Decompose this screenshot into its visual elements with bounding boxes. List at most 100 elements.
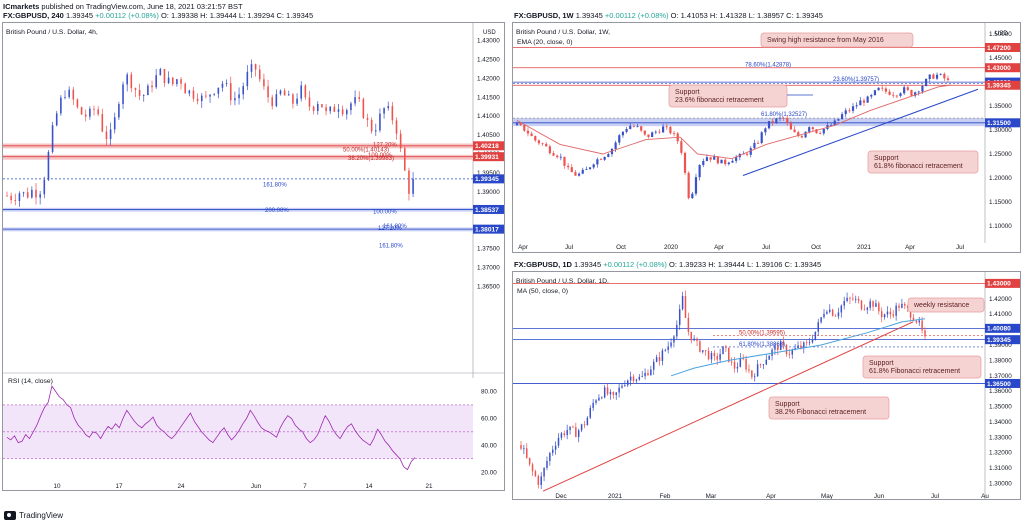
price-tag: [985, 278, 1020, 288]
candle-body: [814, 331, 817, 340]
candle-body: [583, 424, 586, 426]
candle-body: [898, 305, 900, 308]
candle-body: [698, 164, 701, 178]
candle-body: [592, 164, 595, 168]
candle-body: [577, 430, 580, 438]
candle-body: [636, 126, 639, 128]
candle-body: [113, 117, 116, 130]
candle-body: [848, 110, 851, 112]
y-tick-label: 1.41000: [477, 113, 500, 120]
y-tick-label: 1.36500: [477, 284, 500, 291]
price-tag: [985, 118, 1020, 128]
rsi-tick-label: 60.00: [481, 415, 497, 422]
candle-body: [935, 74, 939, 79]
chart-1d-panel[interactable]: British Pound / U.S. Dollar, 1D, MA (50,…: [512, 271, 1021, 500]
price-tag: [985, 323, 1020, 333]
chart-1d-svg[interactable]: 1.420001.410001.400001.390001.380001.370…: [513, 272, 1021, 500]
rsi-tick-label: 20.00: [481, 469, 497, 476]
candle-body: [325, 107, 327, 112]
rsi-line: [6, 385, 416, 471]
candle-body: [878, 303, 880, 312]
candle-body: [699, 341, 701, 352]
chart-1w-panel[interactable]: British Pound / U.S. Dollar, 1W, EMA (20…: [512, 22, 1021, 253]
annotation-text: 38.2% Fibonacci retracement: [775, 409, 866, 416]
candle-body: [43, 179, 46, 195]
candle-body: [395, 120, 398, 134]
candle-body: [846, 297, 848, 302]
candle-body: [345, 110, 348, 115]
chart-4h-svg[interactable]: 1.43000 1.42500 1.42000 1.41500 1.41000 1.405…: [3, 23, 505, 491]
candle-body: [808, 342, 811, 344]
candle-body: [751, 370, 753, 378]
x-tick-label: Jun: [874, 493, 885, 500]
candle-body: [669, 126, 672, 134]
candle-body: [753, 376, 756, 378]
candle-body: [724, 159, 727, 165]
candle-body: [650, 369, 652, 376]
candle-body: [760, 132, 763, 144]
candle-body: [192, 90, 195, 99]
candle-body: [815, 129, 818, 134]
candle-body: [881, 87, 884, 89]
candle-body: [733, 361, 736, 369]
annotation-text: 61.8% fibonacci retracement: [874, 163, 963, 170]
candle-body: [581, 169, 584, 174]
y-tick-label: 1.37000: [477, 265, 500, 272]
candle-body: [242, 86, 244, 95]
candle-body: [680, 141, 683, 153]
annotation-box: [760, 32, 914, 48]
candle-body: [687, 172, 690, 199]
candle-body: [775, 118, 778, 123]
tradingview-logo[interactable]: TradingView: [4, 511, 63, 520]
candle-body: [803, 342, 805, 349]
candle-body: [886, 311, 889, 315]
candle-body: [904, 303, 906, 306]
candle-body: [643, 130, 646, 135]
candle-body: [914, 92, 917, 96]
candle-body: [851, 106, 855, 111]
candle-body: [580, 424, 583, 431]
x-tick-label: Jul: [565, 244, 573, 251]
candle-body: [759, 364, 762, 366]
candle-body: [745, 359, 747, 370]
candle-body: [534, 136, 537, 141]
price-tag-label: 1.39345: [987, 83, 1011, 90]
annotation-text: Swing high resistance from May 2016: [767, 37, 884, 44]
candle-body: [779, 341, 782, 351]
price-tag-label: 1.40080: [987, 326, 1011, 333]
candle-body: [519, 123, 522, 126]
candle-body: [618, 387, 620, 393]
candle-body: [901, 303, 903, 308]
candle-body: [537, 140, 541, 144]
candle-body: [26, 192, 29, 198]
candle-body: [321, 104, 323, 108]
ema-line: [516, 84, 952, 160]
candle-body: [844, 110, 847, 115]
x-tick-label: Jul: [956, 244, 964, 251]
candle-body: [768, 355, 770, 360]
candle-body: [545, 143, 548, 147]
candle-body: [603, 387, 606, 398]
candle-body: [764, 128, 767, 133]
candle-body: [147, 85, 149, 96]
candle-body: [678, 309, 681, 325]
y-tick-label: 1.41500: [477, 94, 500, 101]
candle-body: [817, 322, 819, 332]
ohlc-1d: O: 1.39233 H: 1.39444 L: 1.39106 C: 1.39…: [669, 260, 822, 269]
chart-1w-svg[interactable]: 1.500001.450001.400001.350001.300001.250…: [513, 23, 1021, 253]
chart-4h-panel[interactable]: British Pound / U.S. Dollar, 4h, 1.43000…: [2, 22, 505, 491]
candle-body: [603, 156, 606, 160]
published-info: published on TradingView.com, June 18, 2…: [41, 2, 243, 11]
annotation-text: 23.6% fibonacci retracement: [675, 97, 764, 104]
candle-body: [833, 120, 836, 125]
fib-label: 161.80%: [383, 224, 407, 230]
candle-body: [362, 98, 365, 118]
candle-body: [337, 109, 340, 112]
ticker-line-4h: FX:GBPUSD, 240 1.39345 +0.00112 (+0.08%)…: [3, 11, 313, 20]
candle-body: [171, 77, 174, 85]
x-tick-label: Feb: [660, 493, 671, 500]
y-tick-label: 1.33000: [989, 434, 1012, 441]
candle-body: [200, 95, 203, 102]
x-tick-label: 7: [303, 483, 307, 490]
fib-label: 50.00%(1.39595): [739, 331, 785, 337]
